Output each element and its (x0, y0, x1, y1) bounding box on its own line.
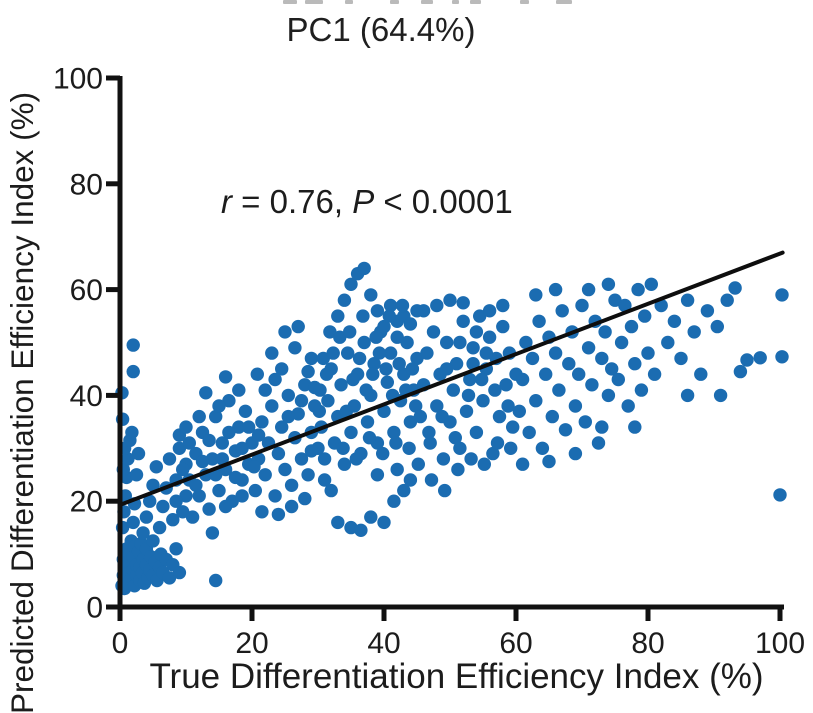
y-tick-label: 40 (70, 380, 103, 413)
text-fragment (520, 0, 529, 4)
cropped-text-fragments (0, 0, 813, 6)
text-fragment (470, 0, 481, 4)
y-tick-label: 80 (70, 168, 103, 201)
y-tick-label: 100 (53, 63, 103, 96)
x-tick-label: 40 (367, 627, 400, 660)
text-fragment (305, 0, 323, 4)
text-fragment (283, 0, 297, 4)
x-tick-label: 0 (112, 627, 129, 660)
text-fragment (390, 0, 399, 4)
r-symbol: r (221, 183, 232, 220)
r-value: = 0.76, (232, 183, 353, 220)
text-fragment (421, 0, 433, 4)
scatter-points (115, 261, 789, 596)
x-axis-label: True Differentiation Efficiency Index (%… (149, 657, 764, 696)
p-symbol: P (352, 183, 375, 220)
y-tick-label: 60 (70, 274, 103, 307)
x-tick-label: 100 (755, 627, 805, 660)
trend-line (118, 250, 785, 507)
p-value: < 0.0001 (374, 183, 513, 220)
text-fragment (556, 0, 572, 4)
correlation-annotation: r = 0.76, P < 0.0001 (221, 183, 513, 221)
chart-title: PC1 (64.4%) (286, 11, 476, 48)
text-fragment (345, 0, 353, 4)
y-axis-label: Predicted Differentiation Efficiency Ind… (4, 91, 40, 713)
tick-labels: 0 20 40 60 80 100 0 20 40 60 80 100 (53, 63, 805, 661)
x-tick-label: 20 (235, 627, 268, 660)
y-tick-label: 0 (86, 592, 103, 625)
text-fragment (452, 0, 459, 4)
x-tick-label: 80 (631, 627, 664, 660)
x-tick-label: 60 (499, 627, 532, 660)
axes (106, 75, 784, 621)
y-tick-label: 20 (70, 486, 103, 519)
